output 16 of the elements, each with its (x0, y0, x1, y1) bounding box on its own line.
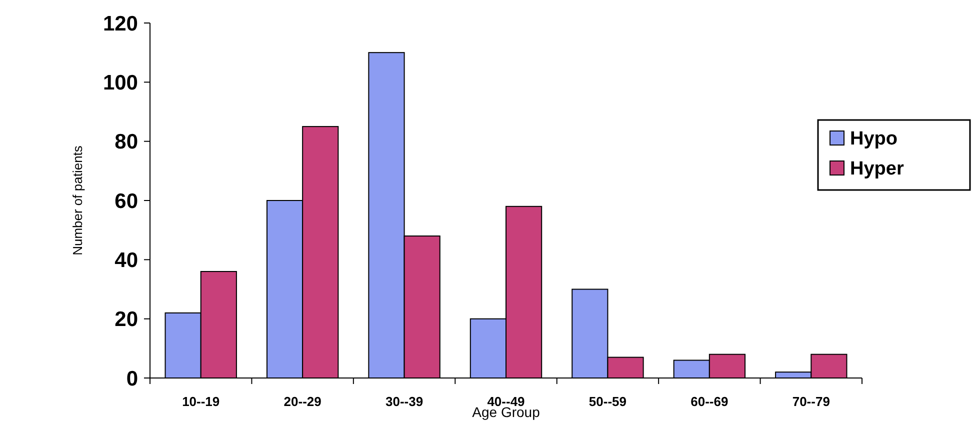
x-tick-label: 60--69 (690, 394, 728, 409)
y-tick-label: 80 (114, 130, 138, 154)
y-tick-label: 120 (102, 12, 138, 36)
y-tick-label: 100 (102, 72, 138, 95)
y-tick-label: 0 (126, 367, 138, 390)
x-tick-label: 50--59 (588, 394, 627, 409)
x-tick-label: 10--19 (182, 394, 220, 409)
x-tick-label: 20--29 (284, 394, 322, 409)
x-tick-label: 70--79 (792, 394, 830, 409)
y-tick-label: 60 (114, 190, 138, 213)
legend-label: Hypo (850, 128, 898, 150)
y-tick-label: 20 (114, 308, 138, 332)
x-tick-label: 30--39 (385, 394, 424, 409)
legend-label: Hyper (850, 158, 904, 180)
y-axis-title: Number of patients (70, 145, 85, 256)
y-tick-label: 40 (114, 249, 138, 272)
